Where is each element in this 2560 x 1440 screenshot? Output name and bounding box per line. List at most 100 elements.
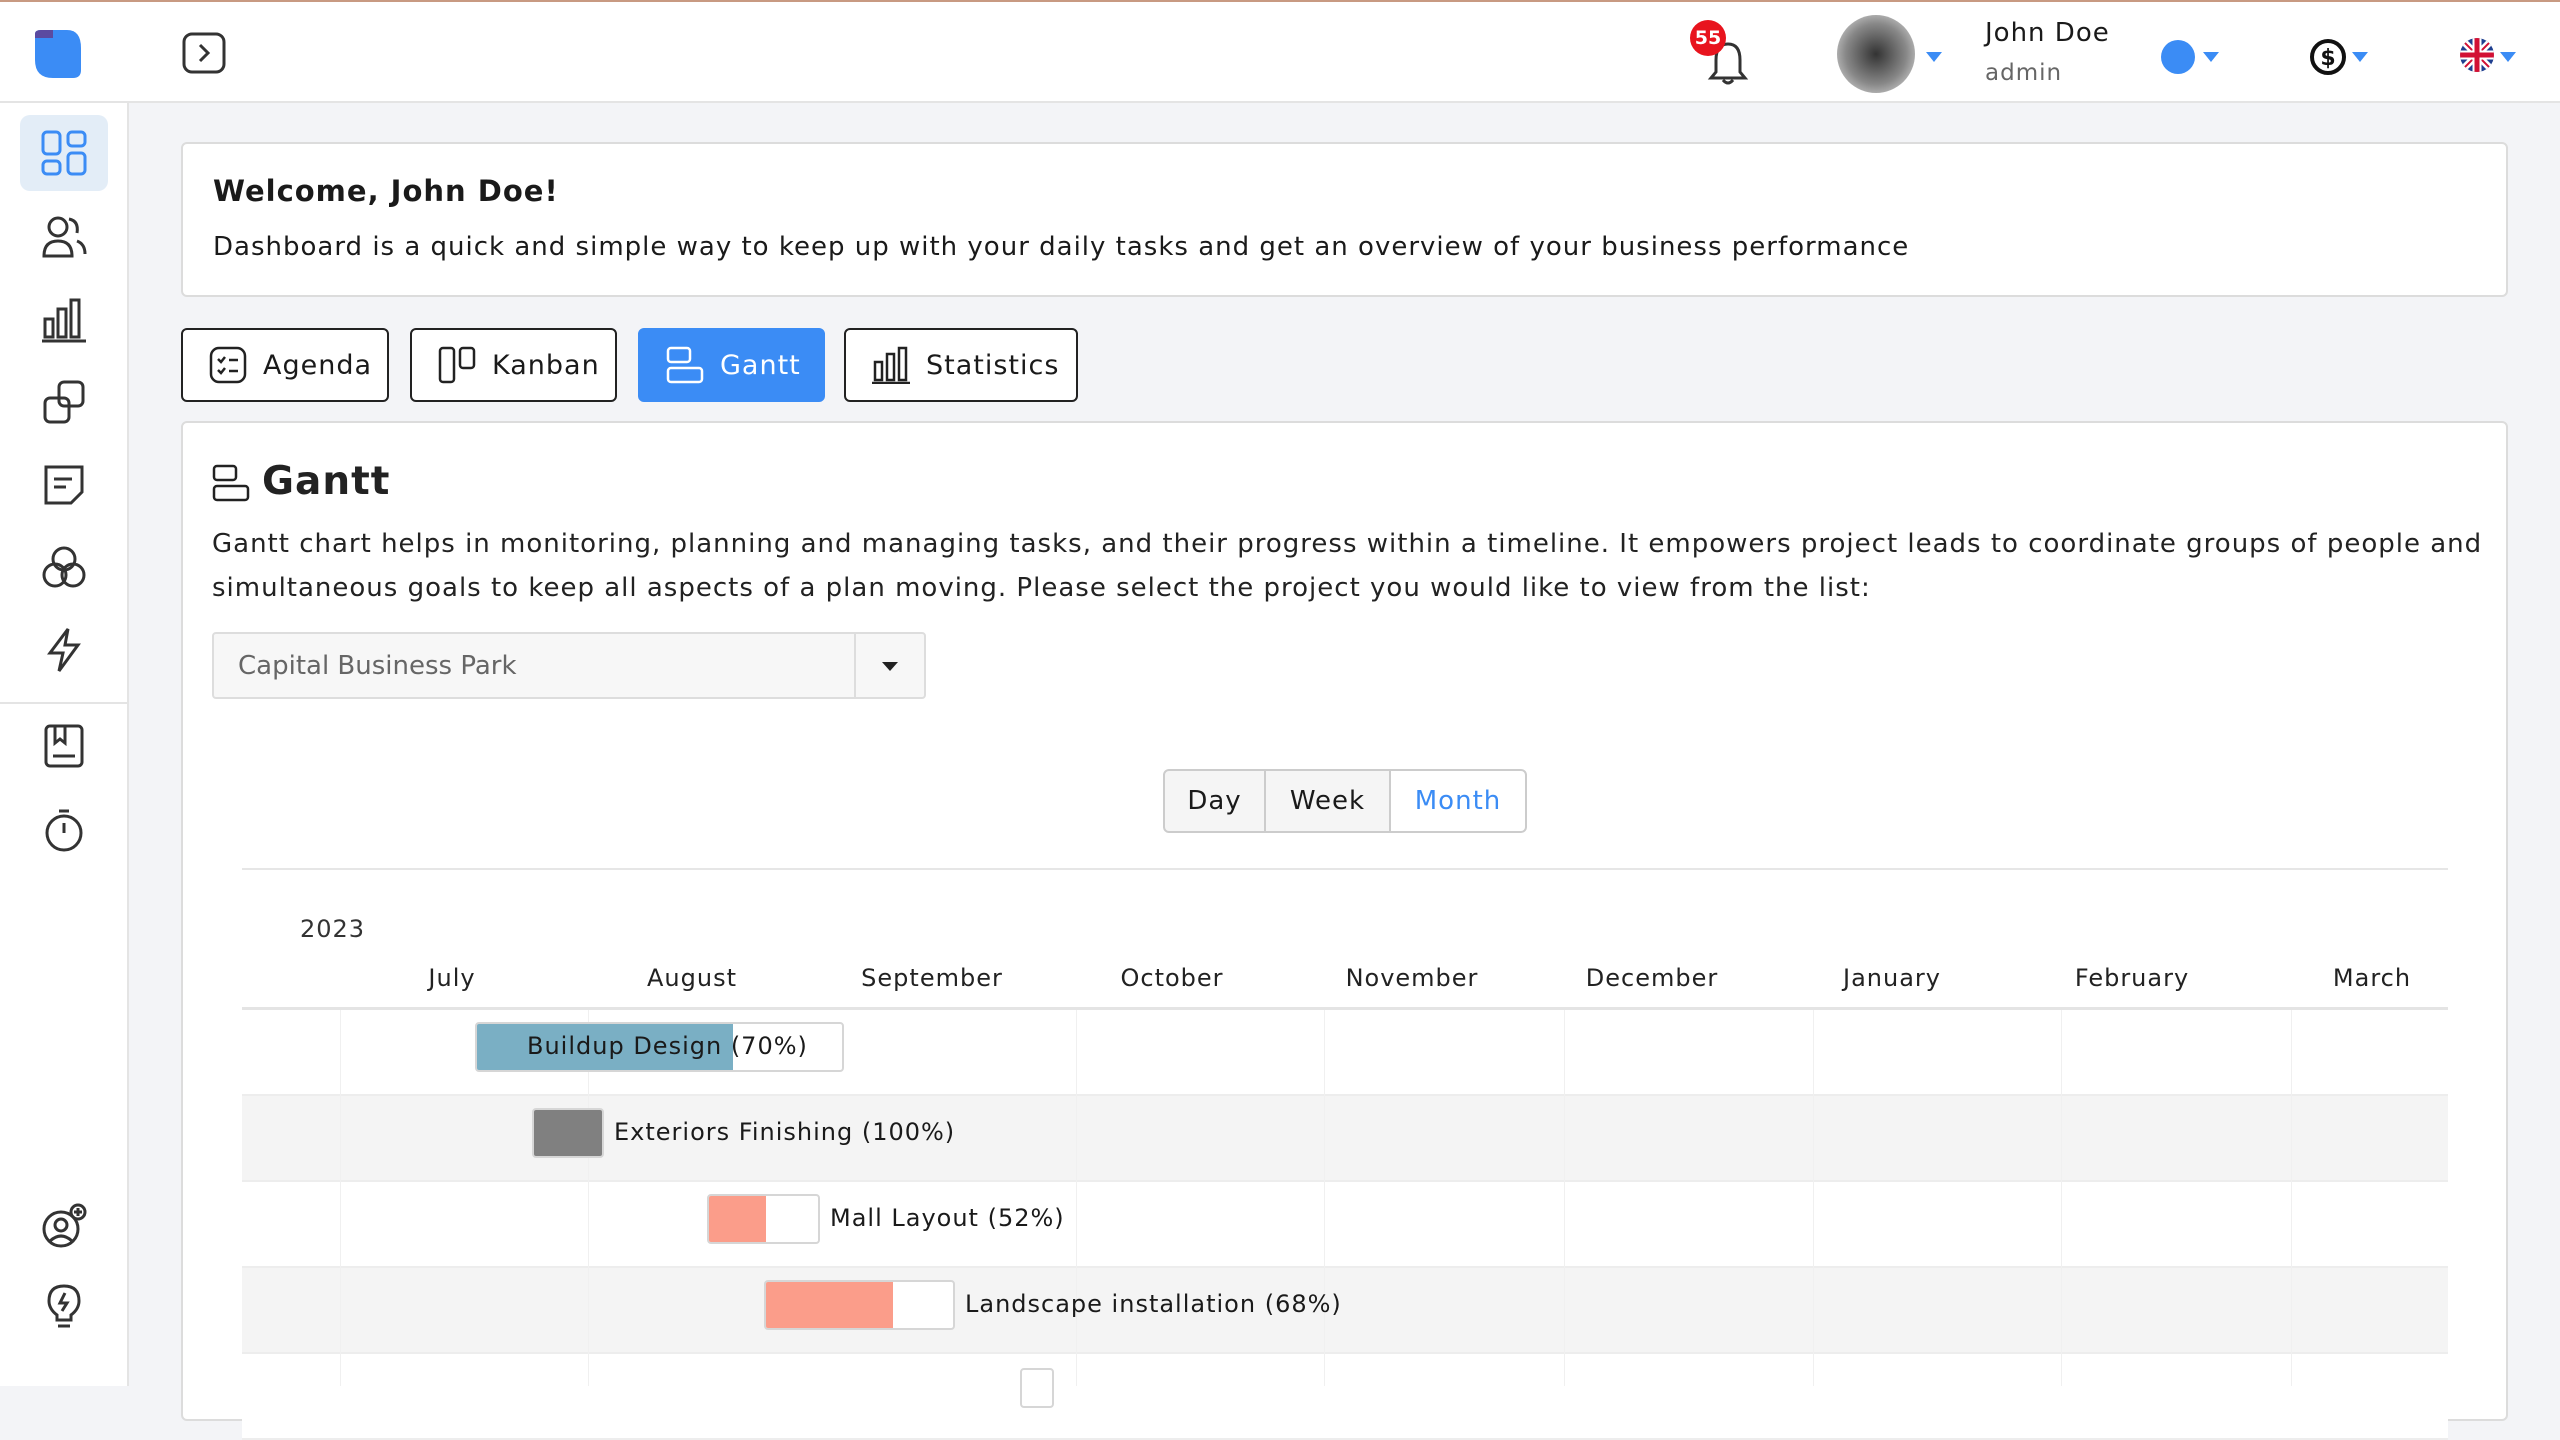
top-bar: 55 John Doe admin $: [0, 0, 2560, 103]
bar-chart-icon: [872, 346, 910, 384]
gantt-year: 2023: [300, 915, 366, 943]
task-progress: [709, 1196, 766, 1242]
sidebar: [0, 103, 129, 1386]
task-label: Buildup Design (70%): [527, 1032, 808, 1060]
tab-statistics[interactable]: Statistics: [844, 328, 1078, 402]
sidebar-item-account[interactable]: [20, 1188, 108, 1264]
welcome-title: Welcome, John Doe!: [213, 174, 559, 208]
status-dot-icon[interactable]: [2161, 40, 2195, 74]
sidebar-item-products[interactable]: [20, 364, 108, 440]
circles-icon: [42, 546, 86, 588]
sidebar-item-users[interactable]: [20, 199, 108, 275]
task-bar[interactable]: [764, 1280, 955, 1330]
lightbulb-icon: [47, 1284, 81, 1328]
task-bar[interactable]: [1020, 1368, 1054, 1408]
caret-down-icon[interactable]: [2352, 52, 2368, 70]
task-progress: [766, 1282, 894, 1328]
month-label: July: [428, 964, 476, 992]
task-label: Landscape installation (68%): [965, 1290, 1342, 1318]
dashboard-icon: [41, 130, 87, 176]
month-label: September: [861, 964, 1003, 992]
gantt-description-1: Gantt chart helps in monitoring, plannin…: [212, 529, 2483, 559]
sidebar-item-groups[interactable]: [20, 530, 108, 606]
sidebar-item-timer[interactable]: [20, 792, 108, 868]
month-label: November: [1345, 964, 1479, 992]
select-toggle[interactable]: [854, 634, 924, 697]
project-select-value: Capital Business Park: [238, 651, 517, 681]
tab-label: Statistics: [926, 349, 1060, 381]
tab-label: Agenda: [263, 349, 373, 381]
sidebar-item-guide[interactable]: [20, 708, 108, 784]
sidebar-divider: [0, 702, 127, 704]
month-label: February: [2074, 964, 2190, 992]
gantt-title: Gantt: [262, 459, 391, 504]
grid-line: [1324, 1010, 1325, 1386]
grid-line: [1813, 1010, 1814, 1386]
note-icon: [44, 465, 84, 505]
users-icon: [42, 216, 87, 258]
month-label: March: [2332, 964, 2412, 992]
app-logo[interactable]: [33, 30, 83, 80]
grid-line: [2291, 1010, 2292, 1386]
welcome-text: Dashboard is a quick and simple way to k…: [213, 232, 1910, 262]
view-day-button[interactable]: Day: [1163, 769, 1266, 833]
notification-badge: 55: [1690, 20, 1726, 56]
month-label: December: [1585, 964, 1719, 992]
tab-gantt[interactable]: Gantt: [638, 328, 825, 402]
project-select[interactable]: Capital Business Park: [212, 632, 926, 699]
welcome-card: Welcome, John Doe! Dashboard is a quick …: [181, 142, 2508, 297]
kanban-icon: [438, 346, 476, 384]
lightning-icon: [47, 628, 81, 672]
task-bar[interactable]: [532, 1108, 604, 1158]
gantt-header-line: [242, 1007, 2448, 1010]
gantt-description-2: simultaneous goals to keep all aspects o…: [212, 573, 1871, 603]
task-label: Exteriors Finishing (100%): [614, 1118, 956, 1146]
grid-line: [1564, 1010, 1565, 1386]
task-bar[interactable]: [475, 1022, 844, 1072]
task-progress: [477, 1024, 733, 1070]
sidebar-item-reports[interactable]: [20, 282, 108, 358]
grid-line: [340, 1010, 341, 1386]
month-label: January: [1843, 964, 1941, 992]
gantt-row: [242, 1096, 2448, 1182]
month-label: October: [1120, 964, 1224, 992]
gantt-row: [242, 1268, 2448, 1354]
svg-text:$: $: [2320, 46, 2335, 71]
sidebar-item-automation[interactable]: [20, 612, 108, 688]
gantt-icon: [666, 346, 704, 384]
sidebar-toggle-icon[interactable]: [182, 32, 226, 74]
timer-icon: [45, 809, 83, 852]
view-week-button[interactable]: Week: [1264, 769, 1391, 833]
task-bar[interactable]: [707, 1194, 820, 1244]
tab-agenda[interactable]: Agenda: [181, 328, 389, 402]
tab-kanban[interactable]: Kanban: [410, 328, 617, 402]
tab-label: Gantt: [720, 349, 801, 381]
uk-flag-icon[interactable]: [2460, 38, 2494, 72]
currency-dollar-icon[interactable]: $: [2309, 38, 2347, 76]
avatar[interactable]: [1837, 15, 1915, 93]
gantt-row: [242, 1354, 2448, 1440]
sidebar-item-dashboard[interactable]: [20, 115, 108, 191]
month-label: August: [647, 964, 737, 992]
caret-down-icon: [882, 661, 898, 679]
caret-down-icon[interactable]: [1926, 52, 1942, 70]
caret-down-icon[interactable]: [2500, 52, 2516, 70]
copy-icon: [43, 380, 85, 424]
tab-label: Kanban: [492, 349, 600, 381]
task-label: Mall Layout (52%): [830, 1204, 1065, 1232]
user-settings-icon: [42, 1203, 87, 1248]
grid-line: [1076, 1010, 1077, 1386]
checklist-icon: [209, 346, 247, 384]
user-name: John Doe: [1985, 18, 2110, 48]
user-role: admin: [1985, 60, 2063, 86]
sidebar-item-tips[interactable]: [20, 1268, 108, 1344]
grid-line: [2061, 1010, 2062, 1386]
bar-chart-icon: [42, 298, 86, 343]
gantt-icon: [212, 464, 250, 502]
grid-line: [588, 1010, 589, 1386]
gantt-row: [242, 1182, 2448, 1268]
sidebar-item-notes[interactable]: [20, 447, 108, 523]
book-icon: [44, 724, 84, 768]
caret-down-icon[interactable]: [2203, 52, 2219, 70]
view-month-button[interactable]: Month: [1389, 769, 1527, 833]
